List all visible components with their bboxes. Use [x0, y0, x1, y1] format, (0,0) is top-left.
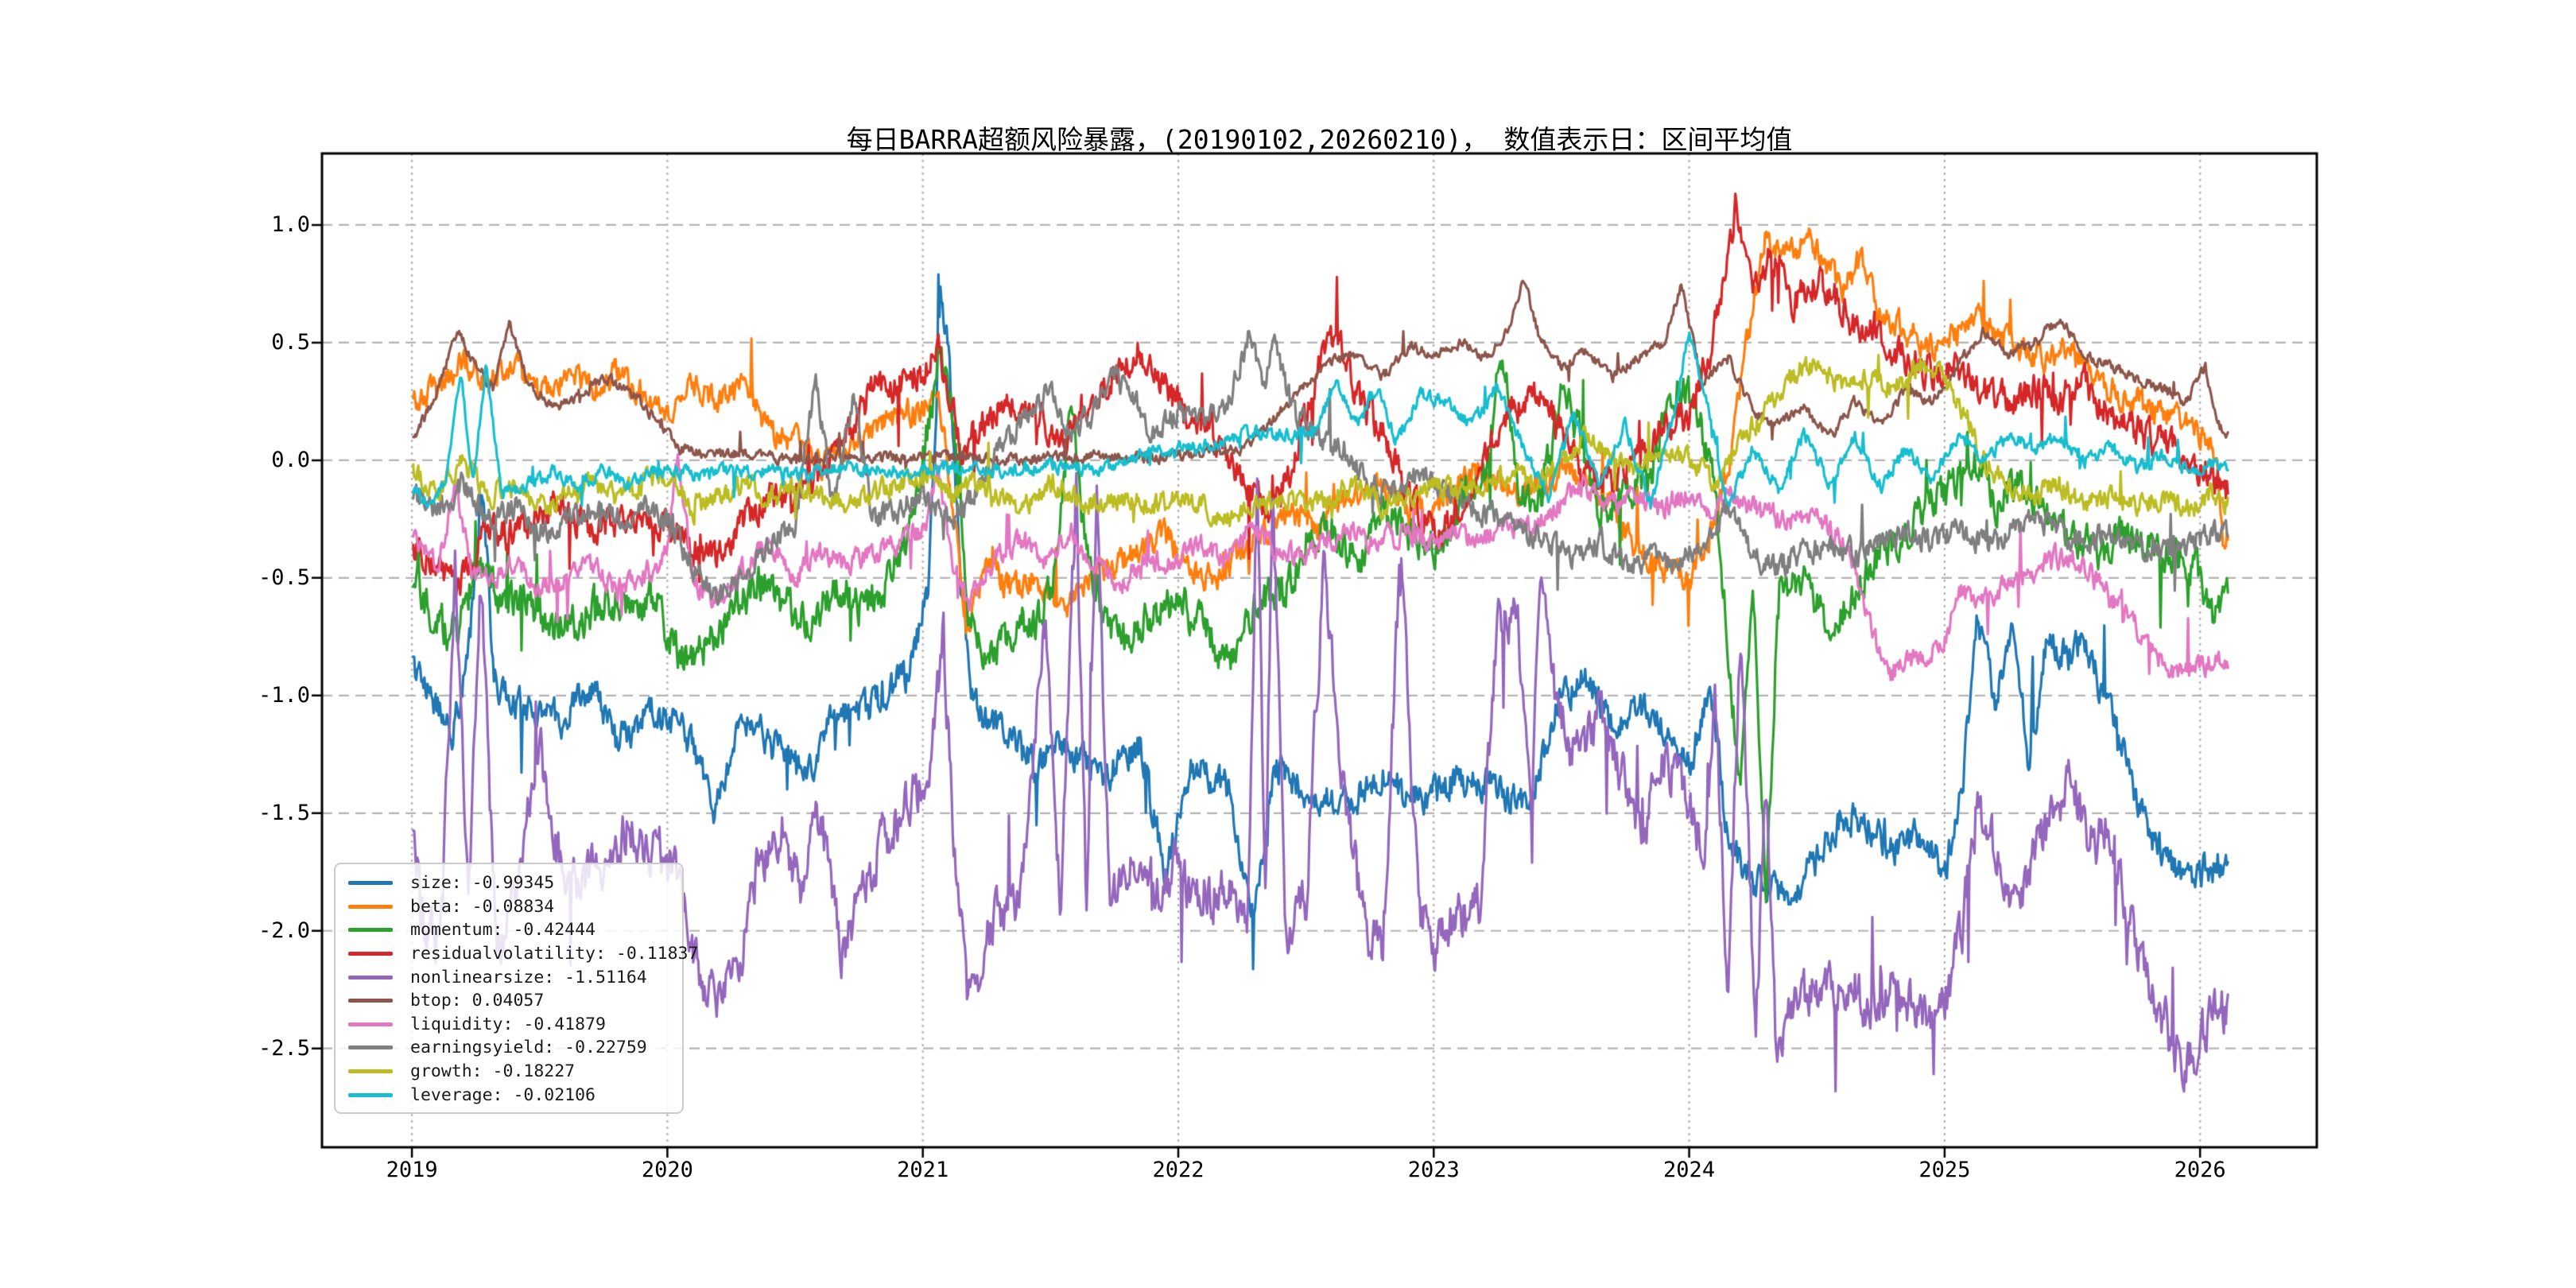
y-tick-label--0.5: -0.5 — [258, 564, 310, 590]
x-tick-label-2019: 2019 — [386, 1158, 438, 1182]
legend-label-btop: btop: 0.04057 — [410, 991, 545, 1011]
legend-label-nonlinearsize: nonlinearsize: -1.51164 — [410, 967, 647, 987]
y-tick-label--2.0: -2.0 — [258, 918, 310, 943]
x-tick-label-2024: 2024 — [1663, 1158, 1716, 1182]
legend-label-growth: growth: -0.18227 — [410, 1061, 576, 1082]
legend-item-growth: growth: -0.18227 — [348, 1060, 682, 1084]
y-tick-label--2.5: -2.5 — [258, 1035, 310, 1061]
chart-title: 每日BARRA超额风险暴露，(20190102,20260210)， 数值表示日… — [846, 124, 1793, 155]
legend-swatch-residualvolatility — [348, 952, 393, 956]
y-tick-label-0.5: 0.5 — [271, 329, 310, 355]
legend-item-liquidity: liquidity: -0.41879 — [348, 1013, 682, 1037]
legend-swatch-growth — [348, 1069, 393, 1074]
y-tick-label--1.5: -1.5 — [258, 800, 310, 825]
legend-label-size: size: -0.99345 — [410, 873, 555, 894]
y-tick-label-0.0: 0.0 — [271, 447, 310, 472]
x-tick-label-2022: 2022 — [1152, 1158, 1205, 1182]
x-tick-label-2020: 2020 — [641, 1158, 693, 1182]
legend-label-beta: beta: -0.08834 — [410, 896, 555, 917]
legend-item-residualvolatility: residualvolatility: -0.11837 — [348, 942, 698, 966]
legend-swatch-btop — [348, 999, 393, 1003]
legend-label-momentum: momentum: -0.42444 — [410, 920, 596, 941]
x-tick-label-2026: 2026 — [2174, 1158, 2226, 1182]
legend-swatch-liquidity — [348, 1022, 393, 1026]
legend-item-btop: btop: 0.04057 — [348, 989, 682, 1013]
x-tick-label-2021: 2021 — [897, 1158, 949, 1182]
legend-label-leverage: leverage: -0.02106 — [410, 1084, 596, 1105]
y-tick-label--1.0: -1.0 — [258, 682, 310, 708]
legend-label-liquidity: liquidity: -0.41879 — [410, 1014, 606, 1034]
legend-item-leverage: leverage: -0.02106 — [348, 1083, 682, 1107]
legend-swatch-beta — [348, 904, 393, 909]
legend-item-earningsyield: earningsyield: -0.22759 — [348, 1036, 682, 1060]
legend-item-beta: beta: -0.08834 — [348, 895, 682, 919]
x-tick-label-2023: 2023 — [1407, 1158, 1460, 1182]
legend-item-momentum: momentum: -0.42444 — [348, 918, 682, 942]
legend-item-size: size: -0.99345 — [348, 871, 682, 895]
legend-swatch-nonlinearsize — [348, 975, 393, 980]
legend-swatch-leverage — [348, 1092, 393, 1097]
x-tick-label-2025: 2025 — [1918, 1158, 1971, 1182]
legend-swatch-earningsyield — [348, 1046, 393, 1050]
legend-label-earningsyield: earningsyield: -0.22759 — [410, 1038, 647, 1058]
legend-swatch-size — [348, 881, 393, 886]
legend: size: -0.99345 beta: -0.08834 momentum: -0… — [334, 863, 698, 1114]
legend-label-residualvolatility: residualvolatility: -0.11837 — [410, 944, 699, 964]
legend-swatch-momentum — [348, 928, 393, 933]
legend-item-nonlinearsize: nonlinearsize: -1.51164 — [348, 965, 682, 989]
y-tick-label-1.0: 1.0 — [271, 211, 310, 237]
